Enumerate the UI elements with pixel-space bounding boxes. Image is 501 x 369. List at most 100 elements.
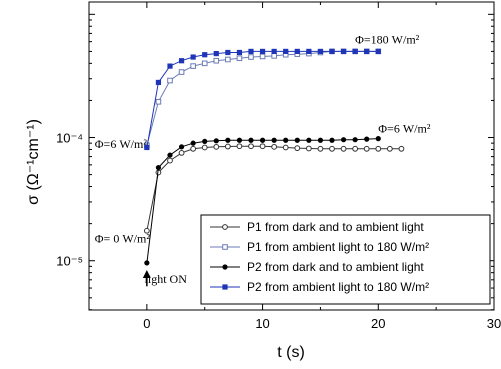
data-point xyxy=(283,137,289,143)
x-tick-label: 20 xyxy=(371,316,385,331)
data-point xyxy=(248,54,254,60)
annotation-label: light ON xyxy=(145,272,188,286)
x-tick-labels: 0 10 20 30 xyxy=(143,316,501,331)
data-point xyxy=(305,145,312,152)
data-point xyxy=(155,98,162,105)
data-point xyxy=(271,137,277,143)
data-point xyxy=(271,143,278,150)
y-tick-label: 10⁻⁴ xyxy=(56,131,83,146)
series xyxy=(144,48,381,151)
data-point xyxy=(190,145,197,152)
data-point xyxy=(259,143,266,150)
data-point xyxy=(306,48,312,55)
data-point xyxy=(340,137,347,143)
data-point xyxy=(222,224,228,230)
legend-label: P1 from ambient light to 180 W/m² xyxy=(247,240,429,254)
series xyxy=(143,143,405,234)
annotation-label: Φ= 0 W/m² xyxy=(95,232,151,246)
data-point xyxy=(213,50,219,57)
data-point xyxy=(178,58,185,64)
data-point xyxy=(144,144,150,151)
data-point xyxy=(225,49,231,56)
data-point xyxy=(282,144,289,151)
data-point xyxy=(271,48,277,55)
data-point xyxy=(167,63,173,69)
annotation-label: Φ=6 W/m² xyxy=(378,121,431,135)
data-point xyxy=(386,145,393,152)
y-tick-label: 10⁻⁵ xyxy=(56,254,83,269)
y-axis-label: σ (Ω⁻¹cm⁻¹) xyxy=(25,119,42,205)
annotation-label: Φ=6 W/m² xyxy=(95,137,148,151)
data-point xyxy=(202,138,208,145)
x-tick-label: 30 xyxy=(487,316,501,331)
data-point xyxy=(178,69,185,75)
data-point xyxy=(201,60,208,67)
data-point xyxy=(222,284,228,290)
data-point xyxy=(317,145,324,152)
data-point xyxy=(294,137,300,143)
arrow-head xyxy=(142,270,151,279)
data-point xyxy=(329,48,335,55)
data-point xyxy=(236,55,243,62)
data-point xyxy=(352,137,358,143)
legend-label: P2 from dark and to ambient light xyxy=(247,260,424,274)
data-point xyxy=(340,145,347,152)
data-point xyxy=(317,48,324,55)
data-point xyxy=(352,48,358,55)
data-point xyxy=(306,137,312,143)
annotation-label: Φ=180 W/m² xyxy=(355,32,420,46)
data-point xyxy=(375,145,382,152)
series xyxy=(144,136,381,266)
data-point xyxy=(178,150,185,156)
data-point xyxy=(155,79,162,86)
data-point xyxy=(248,48,254,55)
data-point xyxy=(222,244,228,250)
data-point xyxy=(294,48,300,55)
data-point xyxy=(236,137,243,143)
data-point xyxy=(178,144,185,150)
data-point xyxy=(375,48,381,55)
data-point xyxy=(340,48,347,55)
legend-box xyxy=(200,214,491,305)
data-point xyxy=(190,140,196,146)
legend-label: P1 from dark and to ambient light xyxy=(247,220,424,234)
data-point xyxy=(143,227,150,234)
data-point xyxy=(352,145,359,152)
legend: P1 from dark and to ambient light P1 from… xyxy=(200,214,491,305)
legend-item: P1 from dark and to ambient light xyxy=(210,220,424,234)
x-tick-label: 0 xyxy=(143,316,150,331)
legend-item: P2 from ambient light to 180 W/m² xyxy=(210,280,429,294)
data-point xyxy=(213,57,220,64)
series xyxy=(144,48,382,149)
data-point xyxy=(364,136,370,142)
data-point xyxy=(236,49,243,56)
series-layer xyxy=(143,48,405,266)
data-point xyxy=(190,63,196,69)
data-point xyxy=(224,143,231,150)
data-point xyxy=(213,138,219,144)
data-point xyxy=(225,56,231,63)
data-point xyxy=(167,152,173,158)
data-point xyxy=(202,52,208,58)
data-point xyxy=(248,137,254,143)
data-point xyxy=(259,137,266,143)
series-line xyxy=(146,50,379,148)
data-point xyxy=(259,48,266,55)
data-point xyxy=(329,137,335,143)
data-point xyxy=(201,144,208,151)
data-point xyxy=(294,145,301,152)
legend-item: P2 from dark and to ambient light xyxy=(210,260,424,274)
data-point xyxy=(190,54,196,60)
data-point xyxy=(283,48,289,55)
x-tick-label: 10 xyxy=(255,316,269,331)
data-point xyxy=(167,157,173,164)
data-point xyxy=(213,143,220,150)
data-point xyxy=(271,53,277,59)
data-point xyxy=(236,143,243,150)
data-point xyxy=(144,260,150,266)
data-point xyxy=(222,264,228,270)
data-point xyxy=(248,143,254,150)
data-point xyxy=(167,77,173,84)
data-point xyxy=(363,145,370,152)
